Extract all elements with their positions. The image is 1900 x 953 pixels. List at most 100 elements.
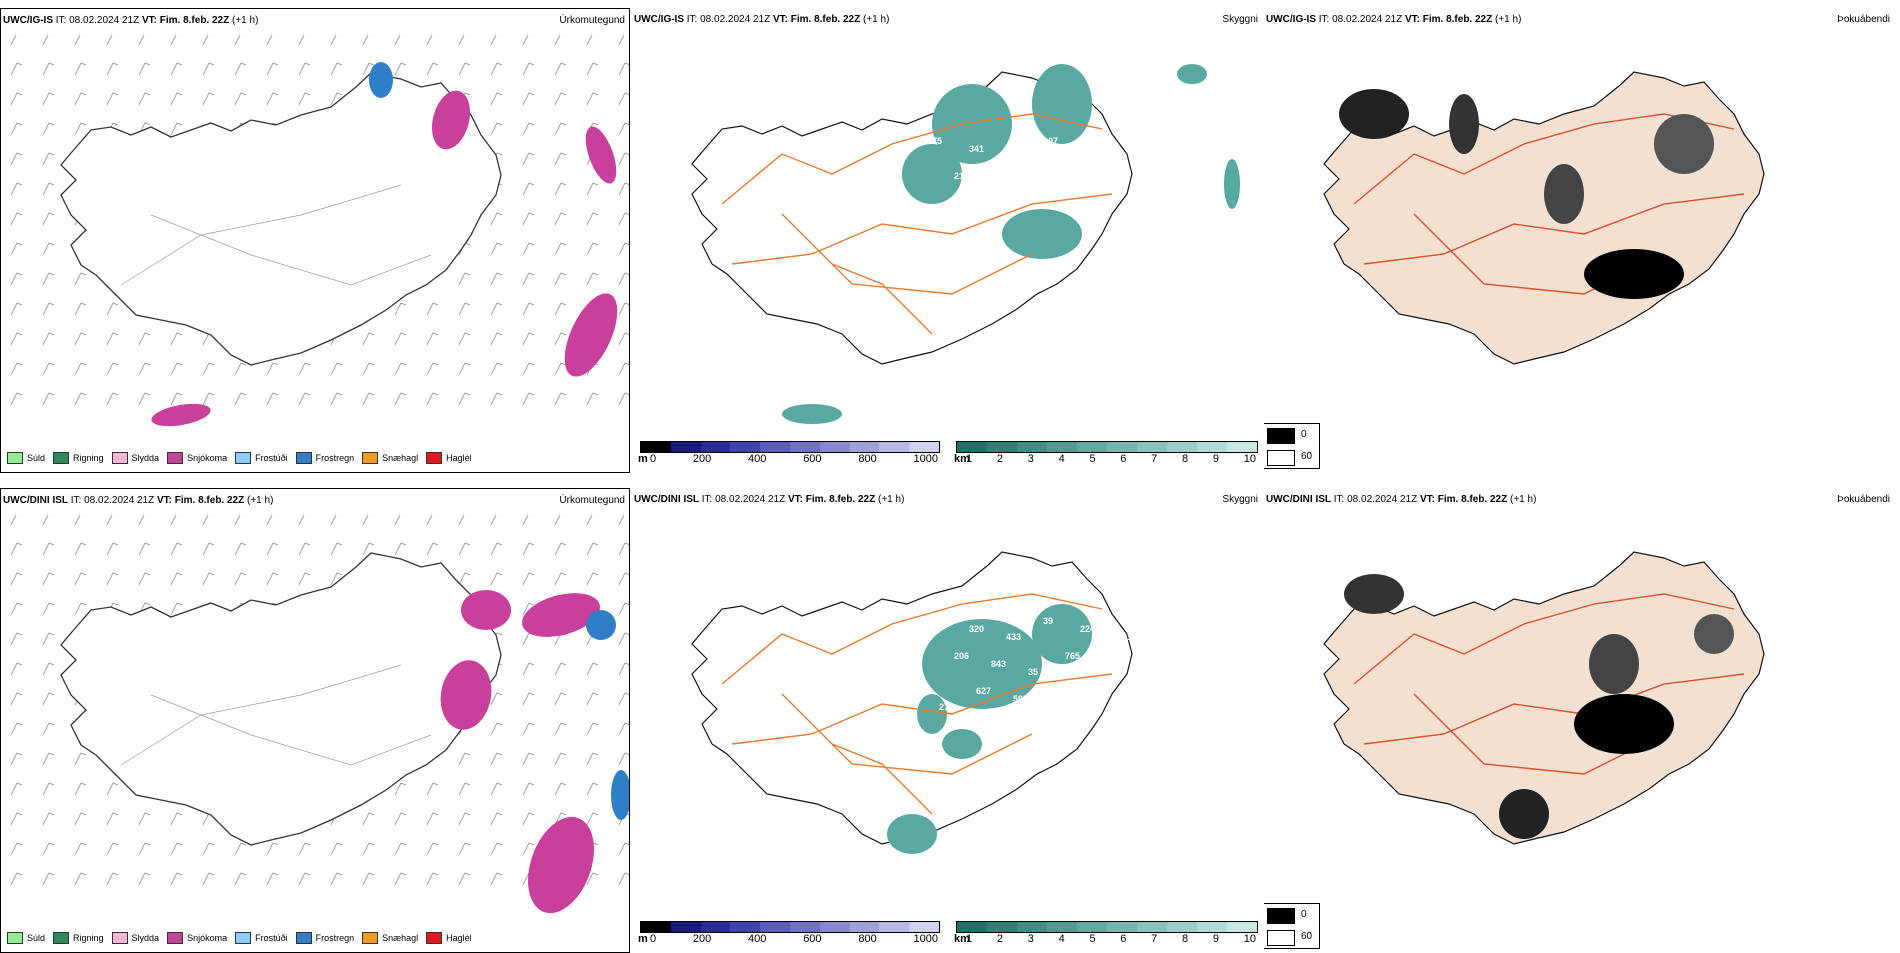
- wind-barb: [42, 332, 55, 346]
- low-visibility-area: [922, 619, 1042, 709]
- fog-legend-swatch: [1267, 428, 1295, 444]
- panel-header: UWC/DINI ISL IT: 08.02.2024 21Z VT: Fim.…: [634, 494, 904, 505]
- wind-barb: [42, 602, 55, 616]
- wind-barb: [74, 752, 87, 766]
- precip-type-legend: Súld Rigning Slydda Snjókoma Frostúði Frostre…: [1, 444, 629, 472]
- wind-barb: [106, 362, 119, 376]
- wind-barb: [458, 272, 471, 286]
- wind-barb: [10, 392, 23, 406]
- wind-barb: [298, 842, 311, 856]
- legend-label: Snæhagl: [382, 453, 419, 463]
- fog-indicator-area: [1449, 94, 1479, 154]
- wind-barb: [330, 35, 342, 46]
- wind-barb: [42, 572, 55, 586]
- wind-barb: [426, 62, 439, 76]
- wind-barb: [490, 842, 503, 856]
- wind-barb: [170, 842, 183, 856]
- visibility-label: 61: [1080, 144, 1090, 154]
- tick-label: 5: [1089, 933, 1096, 945]
- wind-barb: [202, 92, 215, 106]
- wind-barb: [234, 572, 247, 586]
- wind-barb: [586, 392, 599, 406]
- wind-barb: [106, 572, 119, 586]
- fog-legend: 0 60: [1264, 903, 1320, 949]
- wind-barb: [522, 692, 535, 706]
- wind-barb: [330, 62, 343, 76]
- wind-barb: [330, 362, 343, 376]
- wind-barb: [298, 542, 311, 556]
- wind-barb: [10, 752, 23, 766]
- fog-legend-swatch: [1267, 908, 1295, 924]
- legend-label: Súld: [27, 453, 46, 463]
- wind-barb: [42, 302, 55, 316]
- wind-barb: [426, 872, 439, 886]
- legend-label: Snjókoma: [187, 453, 228, 463]
- wind-barb: [42, 362, 55, 376]
- precip-type-legend: Súld Rigning Slydda Snjókoma Frostúði Frostre…: [1, 924, 629, 952]
- height_bar-ticks: 0 200 400 600 800 1000: [650, 933, 938, 945]
- legend-label: Rigning: [73, 453, 104, 463]
- wind-barb: [426, 812, 439, 826]
- wind-barb: [42, 62, 55, 76]
- panel-title: Úrkomutegund: [559, 15, 625, 26]
- wind-barb: [426, 542, 439, 556]
- wind-barb: [554, 542, 567, 556]
- wind-barb: [458, 362, 471, 376]
- wind-barb: [554, 92, 567, 106]
- wind-barb: [138, 842, 151, 856]
- wind-barb: [170, 35, 182, 46]
- legend-swatch: [111, 932, 128, 944]
- wind-barb: [42, 182, 55, 196]
- tick-label: 600: [803, 453, 822, 465]
- wind-barb: [458, 842, 471, 856]
- wind-barb: [10, 542, 23, 556]
- low-visibility-area: [1224, 159, 1240, 209]
- map-panel: UWC/IG-IS IT: 08.02.2024 21Z VT: Fim. 8.…: [632, 8, 1262, 473]
- wind-barb: [170, 92, 183, 106]
- wind-barb: [266, 542, 279, 556]
- map-panel: UWC/DINI ISL IT: 08.02.2024 21Z VT: Fim.…: [1264, 488, 1894, 953]
- legend-swatch: [53, 452, 70, 464]
- wind-barb: [298, 572, 311, 586]
- iceland-outline: [691, 71, 1133, 365]
- map-panel: UWC/DINI ISL IT: 08.02.2024 21Z VT: Fim.…: [632, 488, 1262, 953]
- height_bar-ticks: 0 200 400 600 800 1000: [650, 453, 938, 465]
- wind-barb: [330, 572, 343, 586]
- vt-label: VT:: [787, 494, 803, 505]
- tick-label: 3: [1027, 453, 1034, 465]
- wind-barb: [618, 872, 629, 886]
- road-network: [721, 113, 1113, 335]
- legend-swatch: [235, 932, 252, 944]
- wind-barb: [106, 515, 118, 526]
- wind-barb: [10, 602, 23, 616]
- legend-item: Frostregn: [295, 932, 354, 944]
- visibility-label: 821: [1117, 632, 1132, 642]
- wind-barb: [170, 122, 183, 136]
- low-visibility-area: [1002, 209, 1082, 259]
- wind-barb: [234, 362, 247, 376]
- wind-barb: [426, 302, 439, 316]
- it-value: 08.02.2024 21Z: [69, 15, 140, 26]
- panel-header: UWC/IG-IS IT: 08.02.2024 21Z VT: Fim. 8.…: [634, 14, 889, 25]
- low-visibility-area: [917, 694, 947, 734]
- wind-barb: [586, 92, 599, 106]
- wind-barb: [202, 842, 215, 856]
- wind-barb: [554, 35, 566, 46]
- wind-barb: [458, 392, 471, 406]
- wind-barb: [42, 35, 54, 46]
- legend-item: Snjókoma: [167, 932, 227, 944]
- wind-barb: [554, 722, 567, 736]
- wind-barb: [266, 35, 278, 46]
- legend-item: Frostregn: [295, 452, 354, 464]
- legend-item: Súld: [7, 452, 45, 464]
- legend-label: Súld: [27, 933, 46, 943]
- wind-barb: [586, 692, 599, 706]
- wind-barb: [42, 392, 55, 406]
- wind-barb: [106, 392, 119, 406]
- wind-barb: [42, 722, 55, 736]
- tick-label: 10: [1243, 453, 1256, 465]
- wind-barb: [10, 782, 23, 796]
- wind-barb: [106, 62, 119, 76]
- wind-barb: [618, 272, 629, 286]
- wind-barb: [490, 722, 503, 736]
